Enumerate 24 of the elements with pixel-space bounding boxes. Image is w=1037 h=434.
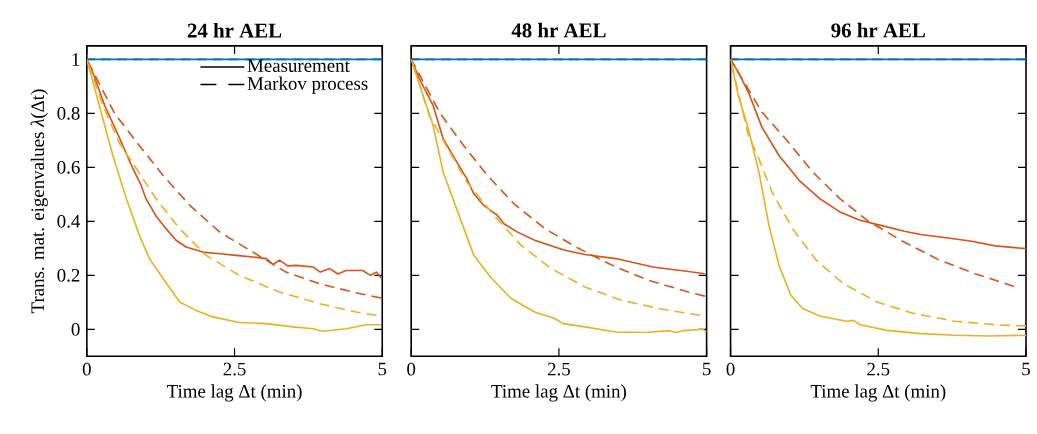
- x-tick-label: 5: [702, 362, 711, 376]
- annotation: Markov process: [247, 76, 368, 94]
- y-tick-label: 1: [72, 53, 80, 66]
- y-tick-label: 0.8: [57, 106, 80, 120]
- x-axis-title: Time lag Δt (min): [810, 384, 946, 402]
- x-tick-label: 0: [407, 362, 416, 376]
- x-tick-label: 2.5: [547, 362, 570, 376]
- x-tick-label: 5: [378, 362, 387, 376]
- annotation: Measurement: [247, 59, 350, 72]
- chart-title: 24 hr AEL: [187, 22, 282, 38]
- x-tick-label: 0: [82, 362, 91, 376]
- x-tick-label: 0: [726, 362, 735, 376]
- x-tick-label: 2.5: [867, 362, 890, 376]
- y-tick-label: 0: [71, 322, 80, 336]
- y-tick-label: 0.6: [57, 160, 80, 174]
- y-tick-label: 0.2: [57, 268, 80, 282]
- chart-title: 96 hr AEL: [831, 22, 925, 38]
- x-tick-label: 5: [1022, 362, 1030, 376]
- x-tick-label: 2.5: [223, 362, 246, 376]
- y-tick-label: 0.4: [57, 214, 81, 228]
- chart-title: 48 hr AEL: [511, 22, 606, 38]
- y-axis-title: Trans. mat. eigenvalues λ(Δt): [30, 89, 48, 314]
- x-axis-title: Time lag Δt (min): [166, 384, 302, 402]
- x-axis-title: Time lag Δt (min): [491, 384, 626, 402]
